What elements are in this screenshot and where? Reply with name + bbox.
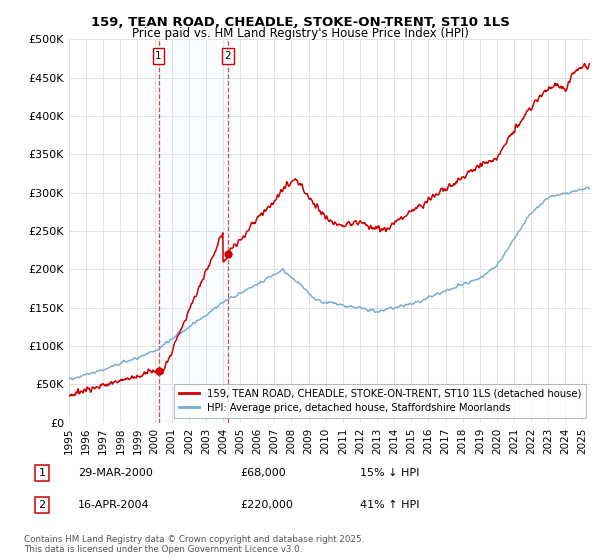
Text: 41% ↑ HPI: 41% ↑ HPI	[360, 500, 419, 510]
Text: £220,000: £220,000	[240, 500, 293, 510]
Text: Price paid vs. HM Land Registry's House Price Index (HPI): Price paid vs. HM Land Registry's House …	[131, 27, 469, 40]
Text: 1: 1	[38, 468, 46, 478]
Legend: 159, TEAN ROAD, CHEADLE, STOKE-ON-TRENT, ST10 1LS (detached house), HPI: Average: 159, TEAN ROAD, CHEADLE, STOKE-ON-TRENT,…	[173, 384, 586, 418]
Text: 2: 2	[38, 500, 46, 510]
Bar	[158, 39, 228, 423]
Text: 159, TEAN ROAD, CHEADLE, STOKE-ON-TRENT, ST10 1LS: 159, TEAN ROAD, CHEADLE, STOKE-ON-TRENT,…	[91, 16, 509, 29]
Text: £68,000: £68,000	[240, 468, 286, 478]
Text: 15% ↓ HPI: 15% ↓ HPI	[360, 468, 419, 478]
Text: Contains HM Land Registry data © Crown copyright and database right 2025.
This d: Contains HM Land Registry data © Crown c…	[24, 535, 364, 554]
Text: 29-MAR-2000: 29-MAR-2000	[78, 468, 153, 478]
Text: 1: 1	[155, 51, 162, 61]
Text: 2: 2	[224, 51, 232, 61]
Text: 16-APR-2004: 16-APR-2004	[78, 500, 149, 510]
